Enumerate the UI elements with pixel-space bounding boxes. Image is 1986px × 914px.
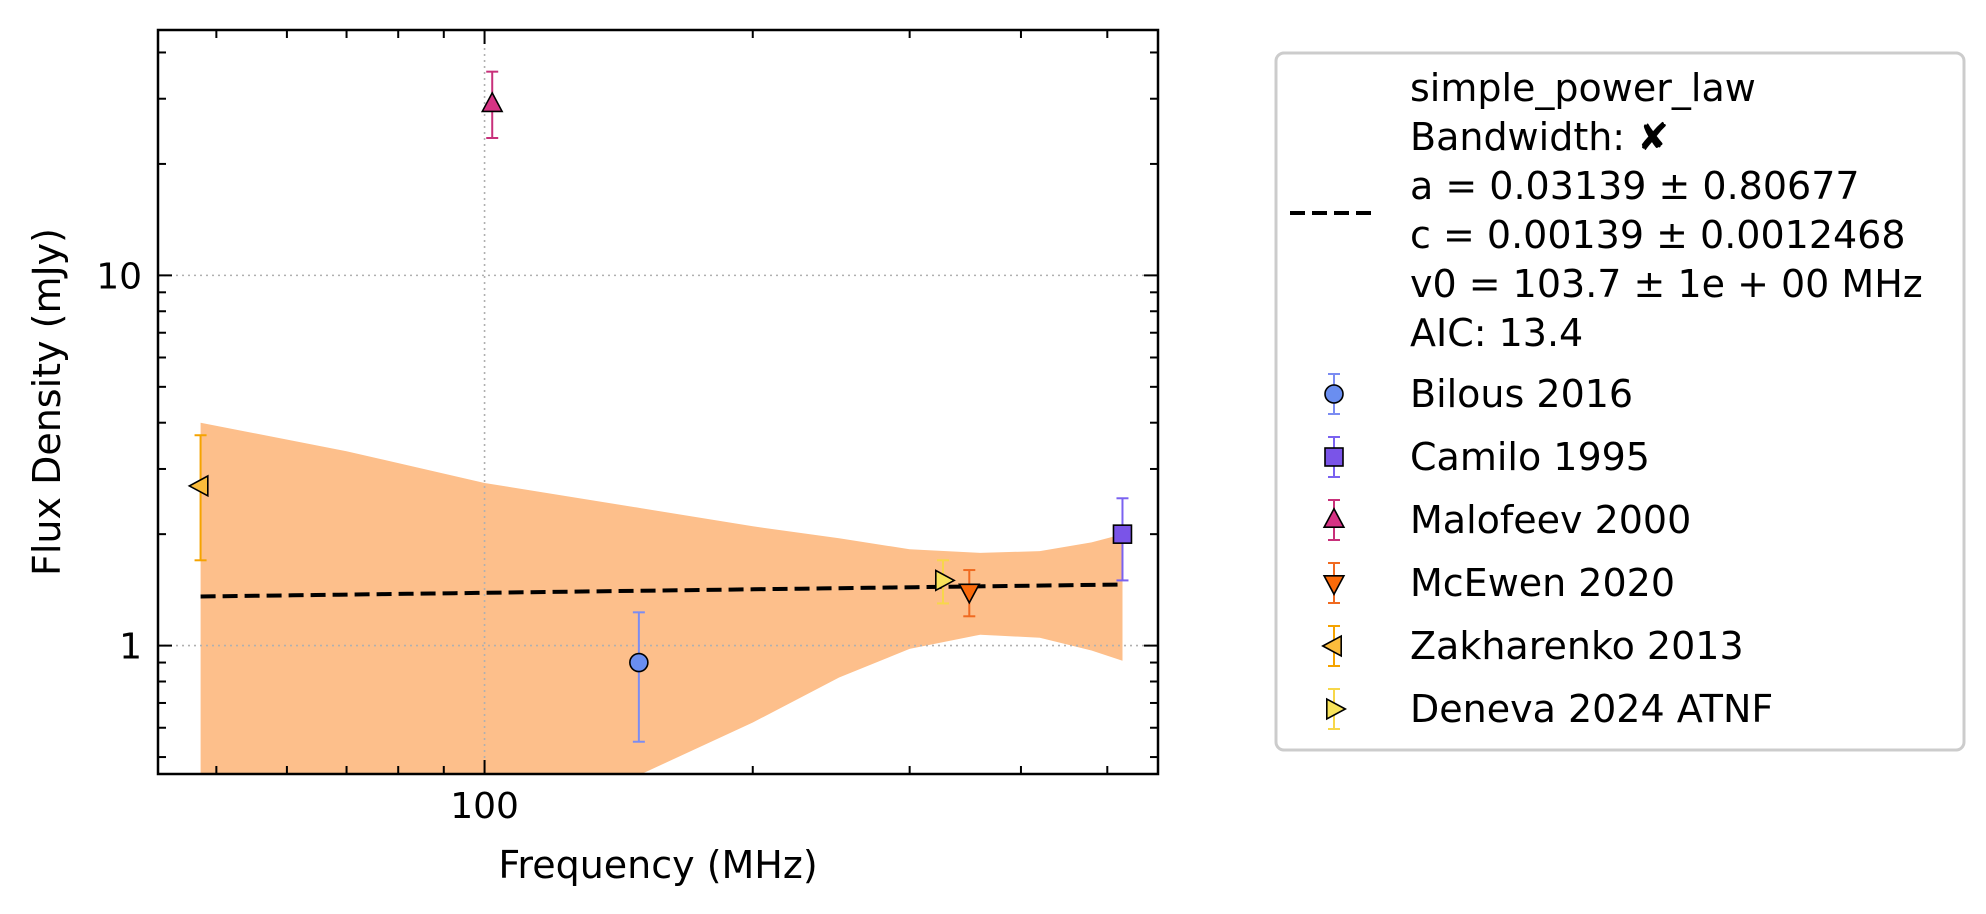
legend-entry: Deneva 2024 ATNF [1326,687,1773,731]
legend-marker [1322,574,1346,596]
data-points-layer [187,70,1133,743]
legend-fit-text: a = 0.03139 ± 0.80677 [1410,164,1860,208]
data-point [1112,497,1133,582]
legend-label: Camilo 1995 [1410,435,1650,479]
data-point [934,559,956,605]
legend-frame [1274,51,1966,752]
legend-fit-entry: simple_power_law Bandwidth: ✘ a = 0.03139 … [1290,66,1923,355]
data-point [958,569,981,618]
data-point [629,611,649,743]
axes-frame [156,28,1160,776]
data-marker [480,91,504,113]
legend-fit-text: AIC: 13.4 [1410,311,1583,355]
legend-fit-text: Bandwidth: ✘ [1410,115,1669,159]
legend-label: Zakharenko 2013 [1410,624,1744,668]
legend-label: Malofeev 2000 [1410,498,1691,542]
legend-fit-text: v0 = 103.7 ± 1e + 00 MHz [1410,262,1923,306]
plot-area [158,30,1158,774]
legend: simple_power_law Bandwidth: ✘ a = 0.03139 … [1274,51,1966,752]
legend-fit-text: c = 0.00139 ± 0.0012468 [1410,213,1906,257]
legend-marker [1324,384,1344,404]
data-marker [629,652,649,673]
x-tick-label: 100 [450,786,519,827]
data-marker [187,474,209,498]
data-marker [1112,524,1133,544]
data-marker [934,569,956,592]
legend-entry: Malofeev 2000 [1322,498,1691,542]
confidence-band-layer [200,422,1123,774]
y-tick-label: 10 [96,256,142,297]
y-tick-label: 1 [119,627,142,668]
legend-label: Bilous 2016 [1410,372,1633,416]
data-point [480,70,504,139]
legend-marker [1326,697,1347,721]
fit-confidence-band [200,422,1123,774]
legend-fit-text: simple_power_law [1410,66,1756,110]
legend-entry: Zakharenko 2013 [1321,624,1744,668]
legend-label: Deneva 2024 ATNF [1410,687,1773,731]
legend-entry: Bilous 2016 [1324,372,1633,416]
legend-marker [1321,634,1342,658]
legend-marker [1324,447,1344,467]
legend-entry: Camilo 1995 [1324,435,1650,479]
y-axis-label: Flux Density (mJy) [25,228,69,576]
axes-layer [156,28,1160,776]
grid-layer [158,30,1158,774]
legend-series-entries: Bilous 2016 Camilo 1995 Malofeev 2000 McEwe… [1321,372,1773,731]
legend-entry: McEwen 2020 [1322,561,1675,605]
tick-labels-layer: 100 1 10 [96,256,519,827]
data-point [187,434,209,562]
data-marker [958,583,981,605]
legend-marker [1322,507,1346,529]
x-axis-label: Frequency (MHz) [498,843,817,887]
legend-label: McEwen 2020 [1410,561,1675,605]
